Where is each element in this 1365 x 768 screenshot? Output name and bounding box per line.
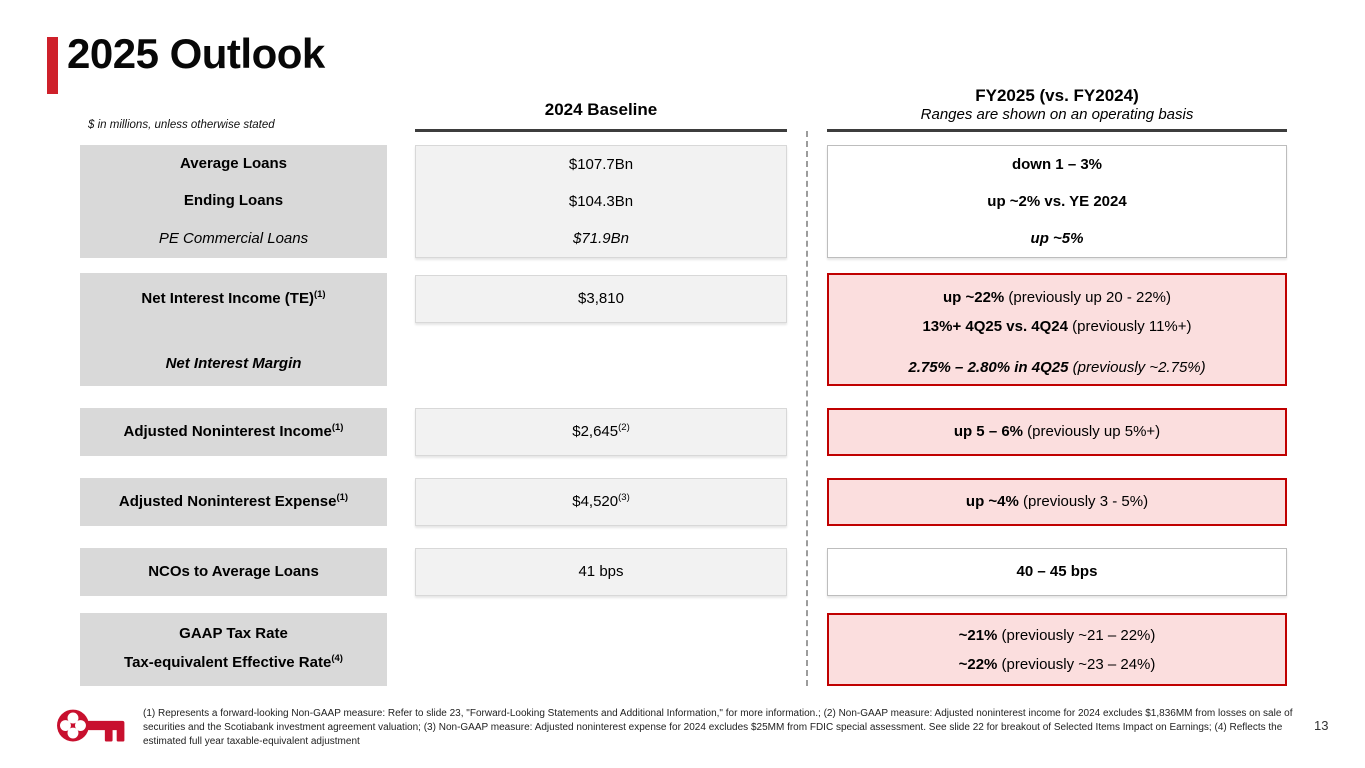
baseline-box-ncos: 41 bps: [415, 548, 787, 596]
column-header-baseline: 2024 Baseline: [415, 86, 787, 132]
tax-equiv-strong: ~22%: [958, 656, 998, 673]
nim-strong: 2.75% – 2.80% in 4Q25: [908, 359, 1069, 376]
outlook-header-label: FY2025 (vs. FY2024): [975, 86, 1139, 105]
net-interest-income-label: Net Interest Income (TE): [141, 290, 314, 307]
tax-equivalent-label: Tax-equivalent Effective Rate: [124, 654, 332, 671]
row-label-average-loans: Average Loans: [180, 154, 287, 172]
row-label-pe-commercial-loans: PE Commercial Loans: [158, 230, 309, 248]
label-box-adj-noninterest-expense: Adjusted Noninterest Expense(1): [80, 478, 387, 526]
outlook-adj-noninterest-income: up 5 – 6% (previously up 5%+): [954, 422, 1160, 442]
adj-expense-previous: (previously 3 - 5%): [1018, 493, 1149, 510]
outlook-box-adj-noninterest-expense: up ~4% (previously 3 - 5%): [827, 478, 1287, 526]
outlook-nii-4q-line: 13%+ 4Q25 vs. 4Q24 (previously 11%+): [829, 317, 1285, 337]
baseline-ending-loans: $104.3Bn: [568, 192, 634, 210]
outlook-box-net-interest: up ~22% (previously up 20 - 22%) 13%+ 4Q…: [827, 273, 1287, 386]
adj-expense-label: Adjusted Noninterest Expense: [118, 493, 337, 510]
row-label-adj-noninterest-income: Adjusted Noninterest Income(1): [124, 422, 344, 442]
label-box-adj-noninterest-income: Adjusted Noninterest Income(1): [80, 408, 387, 456]
gaap-tax-previous: (previously ~21 – 22%): [997, 627, 1156, 644]
outlook-box-tax-rates: ~21% (previously ~21 – 22%) ~22% (previo…: [827, 613, 1287, 686]
nii-fy-previous: (previously up 20 - 22%): [1004, 289, 1172, 306]
baseline-net-interest-income: $3,810: [578, 290, 624, 307]
adj-income-value: $2,645: [572, 423, 619, 440]
baseline-box-loans: $107.7Bn $104.3Bn $71.9Bn: [415, 145, 787, 258]
label-box-tax-rates: GAAP Tax Rate Tax-equivalent Effective R…: [80, 613, 387, 686]
row-label-gaap-tax-rate: GAAP Tax Rate: [179, 625, 288, 642]
footnote-ref-1: (1): [313, 289, 326, 300]
baseline-pe-commercial-loans: $71.9Bn: [573, 229, 629, 247]
baseline-ncos: 41 bps: [578, 563, 624, 580]
footnote-ref-1c: (1): [336, 492, 349, 503]
outlook-box-ncos: 40 – 45 bps: [827, 548, 1287, 596]
nii-4q-previous: (previously 11%+): [1068, 318, 1192, 335]
footnote-ref-1b: (1): [331, 422, 344, 433]
outlook-ncos: 40 – 45 bps: [1016, 563, 1098, 580]
outlook-box-adj-noninterest-income: up 5 – 6% (previously up 5%+): [827, 408, 1287, 456]
outlook-nim-line: 2.75% – 2.80% in 4Q25 (previously ~2.75%…: [829, 358, 1285, 378]
tax-equiv-previous: (previously ~23 – 24%): [997, 656, 1156, 673]
row-label-adj-noninterest-expense: Adjusted Noninterest Expense(1): [119, 492, 348, 512]
nii-4q-strong: 13%+ 4Q25 vs. 4Q24: [922, 318, 1068, 335]
adj-expense-strong: up ~4%: [965, 493, 1019, 510]
outlook-nii-fy-line: up ~22% (previously up 20 - 22%): [829, 288, 1285, 308]
outlook-pe-commercial-loans: up ~5%: [1030, 229, 1084, 247]
row-label-net-interest-income: Net Interest Income (TE)(1): [80, 289, 387, 309]
label-box-net-interest: Net Interest Income (TE)(1) Net Interest…: [80, 273, 387, 386]
outlook-tax-equivalent-rate: ~22% (previously ~23 – 24%): [829, 655, 1285, 675]
adj-income-strong: up 5 – 6%: [953, 423, 1024, 440]
title-accent-bar: [47, 37, 58, 94]
footnote-ref-4: (4): [331, 653, 343, 664]
column-header-outlook: FY2025 (vs. FY2024) Ranges are shown on …: [827, 82, 1287, 132]
footnote-ref-2: (2): [618, 422, 630, 433]
outlook-box-loans: down 1 – 3% up ~2% vs. YE 2024 up ~5%: [827, 145, 1287, 258]
label-box-ncos: NCOs to Average Loans: [80, 548, 387, 596]
outlook-adj-noninterest-expense: up ~4% (previously 3 - 5%): [966, 492, 1148, 512]
page-number: 13: [1314, 718, 1329, 733]
baseline-box-adj-noninterest-income: $2,645(2): [415, 408, 787, 456]
baseline-average-loans: $107.7Bn: [568, 155, 634, 173]
gaap-tax-strong: ~21%: [958, 627, 998, 644]
footnote-ref-3: (3): [618, 492, 630, 503]
row-label-ending-loans: Ending Loans: [183, 192, 284, 210]
keycorp-key-icon: [57, 709, 125, 742]
page-title: 2025 Outlook: [67, 30, 325, 77]
baseline-adj-noninterest-expense: $4,520(3): [572, 492, 630, 512]
adj-income-label: Adjusted Noninterest Income: [123, 423, 332, 440]
outlook-ending-loans: up ~2% vs. YE 2024: [987, 192, 1127, 210]
nii-fy-strong: up ~22%: [942, 289, 1005, 306]
outlook-gaap-tax-rate: ~21% (previously ~21 – 22%): [829, 626, 1285, 646]
nim-previous: (previously ~2.75%): [1068, 359, 1206, 376]
label-box-loans: Average Loans Ending Loans PE Commercial…: [80, 145, 387, 258]
baseline-adj-noninterest-income: $2,645(2): [572, 422, 630, 442]
baseline-box-net-interest-income: $3,810: [415, 275, 787, 323]
row-label-tax-equivalent-rate: Tax-equivalent Effective Rate(4): [80, 653, 387, 673]
row-label-ncos: NCOs to Average Loans: [148, 563, 319, 580]
baseline-header-label: 2024 Baseline: [544, 100, 658, 119]
outlook-average-loans: down 1 – 3%: [1011, 155, 1103, 173]
footnote-text: (1) Represents a forward-looking Non-GAA…: [143, 708, 1293, 747]
row-label-net-interest-margin: Net Interest Margin: [165, 355, 302, 372]
units-note: $ in millions, unless otherwise stated: [88, 119, 275, 131]
column-divider-dashed-line: [806, 131, 808, 686]
baseline-box-adj-noninterest-expense: $4,520(3): [415, 478, 787, 526]
adj-income-previous: (previously up 5%+): [1023, 423, 1161, 440]
outlook-header-subtitle: Ranges are shown on an operating basis: [920, 106, 1194, 123]
adj-expense-value: $4,520: [572, 493, 619, 510]
